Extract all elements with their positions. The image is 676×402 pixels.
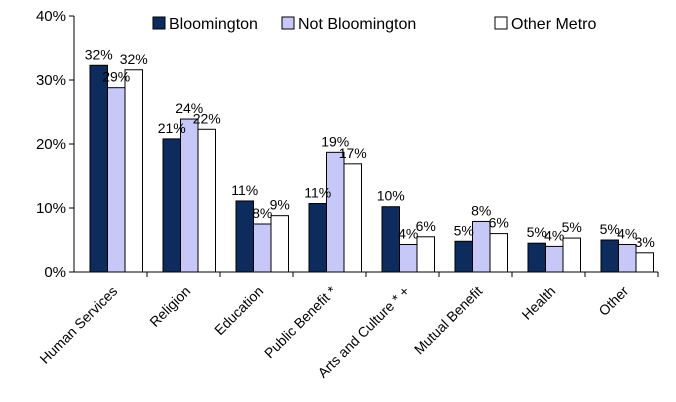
- data-label: 8%: [252, 205, 272, 221]
- bar-other-metro: [489, 233, 508, 273]
- bar-bloomington: [235, 200, 254, 273]
- bar-other-metro: [343, 163, 362, 273]
- data-label: 32%: [120, 51, 148, 67]
- y-tick-label: 40%: [36, 8, 66, 25]
- bar-not-bloomington: [399, 243, 418, 273]
- data-label: 5%: [600, 221, 620, 237]
- data-label: 9%: [270, 197, 290, 213]
- legend-swatch: [494, 16, 508, 30]
- data-label: 19%: [321, 133, 349, 149]
- bar-other-metro: [562, 237, 581, 273]
- bar-bloomington: [308, 203, 327, 273]
- data-label: 5%: [527, 224, 547, 240]
- data-label: 4%: [398, 225, 418, 241]
- bar-other-metro: [197, 128, 216, 273]
- category-label: Human Services: [36, 283, 120, 367]
- bar-other-metro: [635, 252, 654, 273]
- bar-not-bloomington: [107, 87, 126, 273]
- category-label: Mutual Benefit: [411, 283, 486, 358]
- data-label: 24%: [175, 100, 203, 116]
- legend-label: Bloomington: [169, 16, 258, 33]
- category-label: Education: [211, 283, 266, 338]
- legend-swatch: [152, 16, 166, 30]
- data-label: 4%: [617, 225, 637, 241]
- category-label: Other: [595, 283, 631, 319]
- data-label: 32%: [85, 46, 113, 62]
- bar-not-bloomington: [180, 118, 199, 273]
- y-axis: 0% 10% 20% 30% 40%: [36, 8, 75, 281]
- data-label: 11%: [304, 185, 331, 201]
- category-label: Religion: [146, 283, 193, 330]
- data-label: 5%: [562, 219, 582, 235]
- category-label: Health: [518, 283, 558, 323]
- bar-not-bloomington: [253, 223, 272, 273]
- bar-other-metro: [124, 69, 143, 273]
- data-label: 6%: [489, 215, 509, 231]
- data-labels: 32%29%32%21%24%22%11%8%9%11%19%17%10%4%6…: [85, 46, 655, 250]
- data-label: 11%: [231, 182, 258, 198]
- y-tick-label: 20%: [36, 136, 66, 153]
- legend-swatch: [281, 16, 295, 30]
- data-label: 3%: [635, 234, 655, 250]
- bar-other-metro: [416, 236, 435, 273]
- bar-not-bloomington: [326, 151, 345, 273]
- bars: [89, 64, 654, 273]
- data-label: 21%: [158, 120, 186, 136]
- data-label: 22%: [193, 110, 221, 126]
- bar-bloomington: [600, 239, 619, 273]
- bar-not-bloomington: [545, 245, 564, 273]
- bar-not-bloomington: [472, 220, 491, 273]
- y-tick-label: 10%: [36, 200, 66, 217]
- legend-label: Other Metro: [511, 16, 596, 33]
- bar-bloomington: [381, 206, 400, 273]
- data-label: 17%: [339, 145, 367, 161]
- data-label: 29%: [102, 69, 130, 85]
- data-label: 8%: [471, 202, 491, 218]
- data-label: 4%: [544, 227, 564, 243]
- bar-bloomington: [454, 240, 473, 273]
- data-label: 10%: [377, 188, 405, 204]
- bar-bloomington: [162, 138, 181, 273]
- bar-bloomington: [527, 242, 546, 273]
- y-tick-label: 0%: [44, 264, 66, 281]
- bar-not-bloomington: [618, 243, 637, 273]
- data-label: 5%: [454, 222, 474, 238]
- bar-bloomington: [89, 64, 108, 273]
- data-label: 6%: [416, 218, 436, 234]
- legend: Bloomington Not Bloomington Other Metro: [152, 16, 596, 33]
- y-tick-label: 30%: [36, 72, 66, 89]
- category-label: Public Benefit *: [261, 282, 340, 361]
- bar-other-metro: [270, 215, 289, 273]
- legend-label: Not Bloomington: [298, 16, 416, 33]
